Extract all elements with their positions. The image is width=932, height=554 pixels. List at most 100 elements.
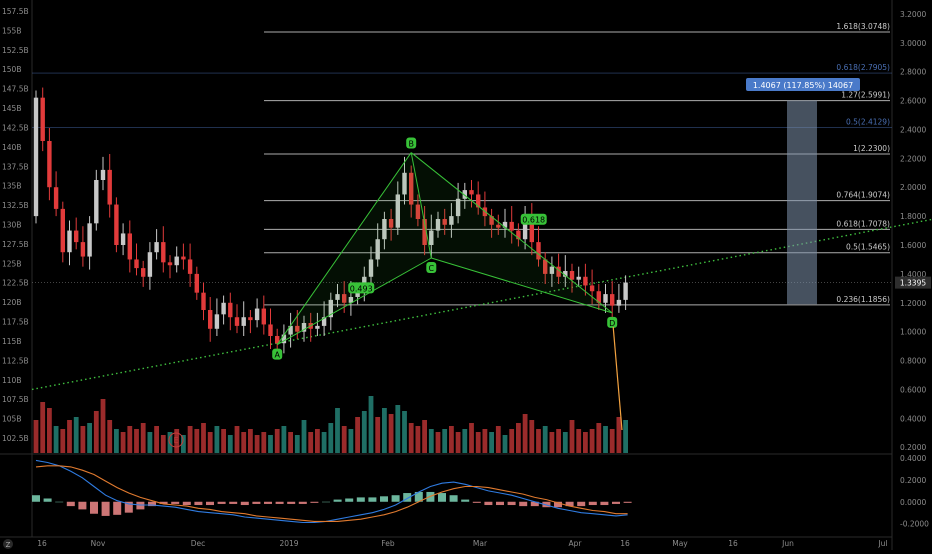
volume-bar: [127, 426, 133, 453]
x-tick-label: Nov: [91, 539, 106, 548]
pattern-leg: [276, 257, 432, 346]
volume-bar: [388, 414, 394, 453]
macd-histogram-bar: [171, 501, 180, 504]
macd-histogram-bar: [229, 501, 238, 504]
volume-bar: [455, 432, 461, 453]
candle-body: [74, 230, 79, 243]
left-tick-label: 110B: [2, 376, 21, 385]
candle-body: [80, 242, 86, 257]
candle-body: [549, 266, 555, 274]
volume-bar: [556, 429, 561, 453]
left-tick-label: 107.5B: [2, 395, 29, 404]
candle-body: [529, 216, 534, 243]
right-tick-label: 2.0000: [900, 183, 926, 192]
right-tick-label: 2.4000: [900, 125, 926, 134]
volume-bar: [495, 426, 501, 453]
candle-body: [268, 324, 273, 336]
candle-body: [435, 219, 441, 231]
volume-bar: [114, 429, 119, 453]
left-tick-label: 132.5B: [2, 201, 29, 210]
candle-body: [33, 97, 39, 217]
macd-histogram-bar: [124, 501, 133, 513]
macd-histogram-bar: [78, 501, 87, 510]
candle-body: [234, 317, 240, 326]
volume-bar: [462, 429, 468, 453]
volume-bar: [375, 417, 381, 453]
pattern-point-label: C: [429, 264, 435, 273]
macd-line: [35, 459, 628, 524]
candle-body: [489, 216, 494, 225]
candle-body: [449, 216, 454, 225]
candle-body: [161, 242, 166, 263]
candle-body: [469, 190, 474, 195]
volume-bar: [549, 432, 555, 453]
volume-bar: [187, 426, 193, 453]
candle-body: [201, 292, 206, 310]
right-tick-label: 0.2000: [900, 443, 926, 452]
candle-body: [496, 224, 501, 228]
pattern-leg: [410, 152, 613, 314]
macd-histogram-bar: [403, 493, 412, 502]
macd-histogram-bar: [391, 495, 400, 502]
x-tick-label: Jul: [877, 539, 887, 548]
candle-body: [228, 302, 233, 318]
macd-histogram-bar: [32, 495, 40, 502]
left-tick-label: 102.5B: [2, 434, 29, 443]
pattern-leg: [431, 257, 613, 314]
last-price-tag: [895, 276, 931, 289]
left-tick-label: 120B: [2, 298, 21, 307]
volume-bar: [516, 423, 521, 453]
left-tick-label: 157.5B: [2, 7, 29, 16]
macd-histogram-bar: [136, 501, 145, 510]
candle-body: [154, 242, 159, 253]
candle-body: [596, 291, 601, 303]
volume-bar: [134, 429, 139, 453]
left-tick-label: 155B: [2, 26, 21, 35]
volume-bar: [589, 429, 595, 453]
volume-bar: [428, 429, 434, 453]
volume-bar: [415, 426, 421, 453]
volume-bar: [40, 402, 46, 453]
macd-layer: [32, 459, 632, 524]
volume-bar: [100, 399, 106, 453]
macd-histogram-bar: [101, 501, 110, 516]
volume-bar: [576, 429, 582, 453]
volume-bar: [248, 429, 253, 453]
pattern-ratio-badge: [348, 282, 375, 294]
candle-body: [610, 294, 615, 306]
pattern-ratio-label: 0.618: [522, 216, 545, 225]
left-tick-label: 137.5B: [2, 162, 29, 171]
left-tick-label: 115B: [2, 337, 21, 346]
candle-body: [516, 230, 521, 240]
volume-bar: [408, 423, 414, 453]
right-tick-label: 3.2000: [900, 10, 926, 19]
candle-body: [288, 325, 293, 335]
candle-body: [616, 299, 622, 306]
fib-level-label: 1.27(2.5991): [841, 91, 890, 100]
volume-bar: [603, 426, 608, 453]
candle-body: [208, 310, 213, 329]
candle-body: [187, 259, 193, 274]
volume-bar: [154, 426, 159, 453]
volume-bar: [361, 411, 367, 453]
volume-bar: [207, 432, 213, 453]
macd-histogram-bar: [577, 501, 586, 507]
macd-tick-label: -0.2000: [900, 520, 929, 529]
pattern-leg: [276, 152, 412, 345]
macd-histogram-bar: [240, 501, 249, 506]
left-tick-label: 122.5B: [2, 279, 29, 288]
candle-body: [455, 198, 461, 217]
left-tick-label: 127.5B: [2, 240, 29, 249]
volume-bar: [308, 432, 314, 453]
volume-bar: [442, 429, 448, 453]
grid-layer: [0, 0, 893, 550]
candle-body: [295, 325, 300, 332]
volume-bar: [194, 429, 200, 453]
volume-bar: [87, 423, 92, 453]
candle-body: [127, 233, 132, 260]
volume-bar: [227, 435, 233, 453]
right-tick-label: 1.2000: [900, 299, 926, 308]
left-tick-label: 147.5B: [2, 85, 29, 94]
